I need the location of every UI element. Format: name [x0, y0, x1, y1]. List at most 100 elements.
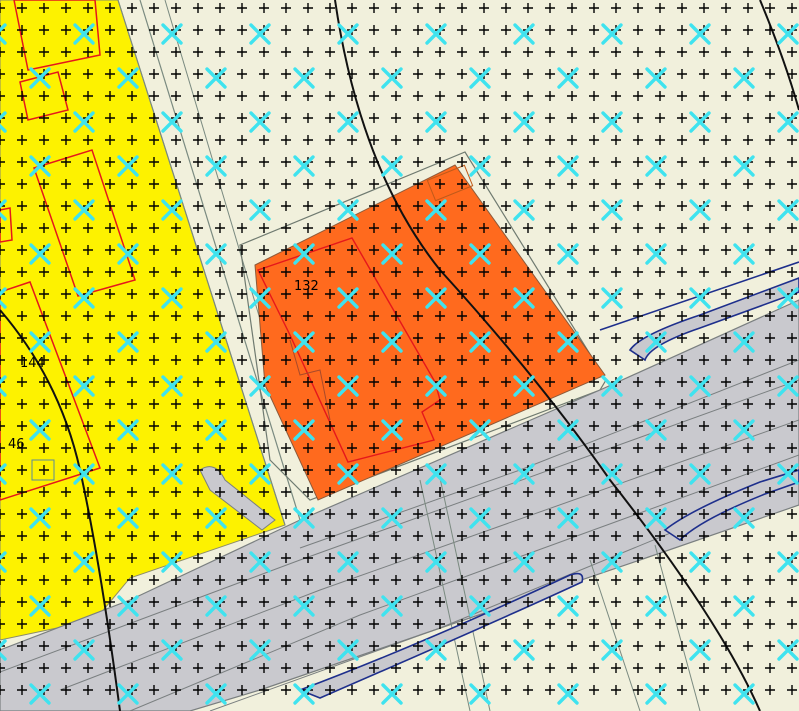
plus-marker-icon: [0, 333, 5, 343]
plus-marker-icon: [765, 91, 775, 101]
plus-marker-icon: [391, 553, 401, 563]
plus-marker-icon: [325, 223, 335, 233]
plus-marker-icon: [149, 355, 159, 365]
plus-marker-icon: [369, 553, 379, 563]
plus-marker-icon: [61, 201, 71, 211]
plus-marker-icon: [171, 509, 181, 519]
plus-marker-icon: [545, 487, 555, 497]
plus-marker-icon: [259, 91, 269, 101]
plus-marker-icon: [105, 333, 115, 343]
plus-marker-icon: [457, 597, 467, 607]
plus-marker-icon: [655, 25, 665, 35]
plus-marker-icon: [721, 641, 731, 651]
x-marker-icon: [381, 155, 403, 177]
plus-marker-icon: [369, 597, 379, 607]
plus-marker-icon: [149, 3, 159, 13]
plus-marker-icon: [17, 135, 27, 145]
plus-marker-icon: [589, 289, 599, 299]
plus-marker-icon: [677, 355, 687, 365]
x-marker-icon: [0, 639, 7, 661]
plus-marker-icon: [655, 179, 665, 189]
plus-marker-icon: [171, 47, 181, 57]
plus-marker-icon: [127, 135, 137, 145]
plus-marker-icon: [39, 267, 49, 277]
x-marker-icon: [425, 375, 447, 397]
plus-marker-icon: [237, 91, 247, 101]
plus-marker-icon: [721, 267, 731, 277]
plus-marker-icon: [215, 289, 225, 299]
plus-marker-icon: [413, 597, 423, 607]
plus-marker-icon: [149, 179, 159, 189]
plus-marker-icon: [391, 575, 401, 585]
plus-marker-icon: [633, 179, 643, 189]
plus-marker-icon: [787, 91, 797, 101]
plus-marker-icon: [369, 509, 379, 519]
plus-marker-icon: [457, 69, 467, 79]
plus-marker-icon: [193, 223, 203, 233]
plus-marker-icon: [413, 641, 423, 651]
plus-marker-icon: [369, 333, 379, 343]
plus-marker-icon: [567, 487, 577, 497]
plus-marker-icon: [303, 355, 313, 365]
plus-marker-icon: [567, 531, 577, 541]
x-marker-icon: [557, 683, 579, 705]
plus-marker-icon: [0, 179, 5, 189]
plus-marker-icon: [677, 377, 687, 387]
road-surface: [0, 299, 799, 711]
plus-marker-icon: [171, 333, 181, 343]
plus-marker-icon: [721, 25, 731, 35]
plus-marker-icon: [721, 421, 731, 431]
x-marker-icon: [381, 419, 403, 441]
plus-marker-icon: [171, 311, 181, 321]
plus-marker-icon: [281, 311, 291, 321]
plus-marker-icon: [281, 157, 291, 167]
plus-marker-icon: [633, 377, 643, 387]
plus-marker-icon: [699, 619, 709, 629]
plus-marker-icon: [259, 179, 269, 189]
plus-marker-icon: [743, 443, 753, 453]
plus-marker-icon: [611, 575, 621, 585]
plus-marker-icon: [721, 179, 731, 189]
plus-marker-icon: [237, 157, 247, 167]
plus-marker-icon: [677, 333, 687, 343]
plus-marker-icon: [215, 377, 225, 387]
plus-marker-icon: [633, 553, 643, 563]
plus-marker-icon: [325, 3, 335, 13]
plus-marker-icon: [699, 509, 709, 519]
plus-marker-icon: [699, 575, 709, 585]
plus-marker-icon: [413, 201, 423, 211]
plus-marker-icon: [369, 465, 379, 475]
plus-marker-icon: [633, 25, 643, 35]
plus-marker-icon: [435, 179, 445, 189]
plus-marker-icon: [677, 487, 687, 497]
plus-marker-icon: [17, 619, 27, 629]
x-marker-icon: [689, 199, 711, 221]
plus-marker-icon: [435, 531, 445, 541]
plus-marker-icon: [501, 3, 511, 13]
plus-marker-icon: [193, 201, 203, 211]
road-edge-line: [117, 0, 286, 526]
plus-marker-icon: [347, 575, 357, 585]
plus-marker-icon: [611, 157, 621, 167]
plus-marker-icon: [171, 531, 181, 541]
plus-marker-icon: [589, 267, 599, 277]
plus-marker-icon: [413, 135, 423, 145]
plus-marker-icon: [215, 135, 225, 145]
plus-marker-icon: [743, 553, 753, 563]
plus-marker-icon: [567, 619, 577, 629]
plus-marker-icon: [457, 487, 467, 497]
x-marker-icon: [513, 111, 535, 133]
plus-marker-icon: [303, 25, 313, 35]
plus-marker-icon: [699, 69, 709, 79]
plus-marker-icon: [83, 509, 93, 519]
plus-marker-icon: [545, 685, 555, 695]
plus-marker-icon: [633, 69, 643, 79]
plus-marker-icon: [83, 399, 93, 409]
x-marker-icon: [161, 111, 183, 133]
plus-marker-icon: [633, 443, 643, 453]
plus-marker-icon: [369, 201, 379, 211]
x-marker-icon: [29, 683, 51, 705]
plus-marker-icon: [413, 157, 423, 167]
